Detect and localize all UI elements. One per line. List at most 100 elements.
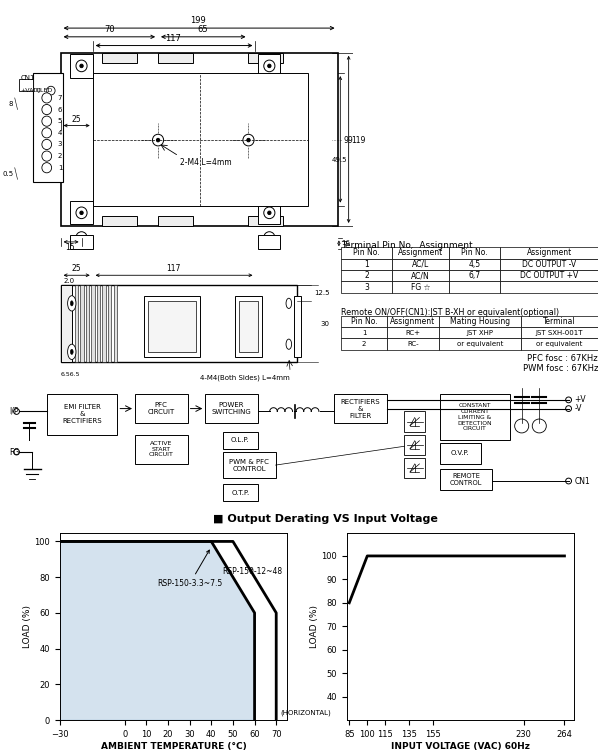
Bar <box>392 281 449 292</box>
Circle shape <box>286 339 292 350</box>
Text: Remote ON/OFF(CN1):JST B-XH or equivalent(optional): Remote ON/OFF(CN1):JST B-XH or equivalen… <box>341 308 559 317</box>
Text: RSP-150-3.3~7.5: RSP-150-3.3~7.5 <box>157 550 222 588</box>
Text: +V: +V <box>575 395 586 404</box>
Text: Pin No.: Pin No. <box>350 316 377 326</box>
Bar <box>135 394 188 423</box>
Bar <box>158 53 193 63</box>
Circle shape <box>566 478 572 484</box>
Bar <box>148 301 196 352</box>
Circle shape <box>264 207 275 219</box>
Circle shape <box>68 344 76 359</box>
Text: (HORIZONTAL): (HORIZONTAL) <box>280 710 331 716</box>
Circle shape <box>42 140 51 149</box>
Bar <box>404 458 425 478</box>
Bar <box>33 74 63 182</box>
Bar <box>71 201 93 224</box>
Bar <box>341 270 392 281</box>
Text: AC/N: AC/N <box>411 272 430 280</box>
Text: O.L.P.: O.L.P. <box>231 437 250 443</box>
Text: 6.56.5: 6.56.5 <box>60 372 80 377</box>
Circle shape <box>76 60 87 72</box>
Text: FG: FG <box>9 448 19 457</box>
Y-axis label: LOAD (%): LOAD (%) <box>23 604 32 648</box>
Bar <box>404 435 425 455</box>
Circle shape <box>243 134 254 146</box>
Text: 117: 117 <box>166 34 181 43</box>
Text: RC-: RC- <box>407 341 419 347</box>
Bar <box>440 470 492 490</box>
Bar <box>501 248 598 259</box>
Text: Terminal Pin No.  Assignment: Terminal Pin No. Assignment <box>341 242 472 250</box>
Text: CN1: CN1 <box>575 476 590 485</box>
Text: RECTIFIERS
&
FILTER: RECTIFIERS & FILTER <box>341 398 380 418</box>
Text: 4: 4 <box>58 130 62 136</box>
Polygon shape <box>60 542 255 720</box>
Text: or equivalent: or equivalent <box>456 341 503 347</box>
Bar <box>75 286 78 362</box>
Text: ■ Output Derating VS Input Voltage: ■ Output Derating VS Input Voltage <box>213 514 438 524</box>
Bar <box>258 235 280 249</box>
Bar <box>341 316 387 327</box>
Text: Pin No.: Pin No. <box>461 248 488 257</box>
Bar <box>341 338 387 350</box>
Bar <box>97 286 100 362</box>
Bar <box>114 286 117 362</box>
Text: 70: 70 <box>104 25 115 34</box>
Text: DC OUTPUT +V: DC OUTPUT +V <box>520 272 578 280</box>
Text: FG ☆: FG ☆ <box>411 283 431 292</box>
Bar <box>449 259 501 270</box>
Bar <box>449 270 501 281</box>
Text: AC/L: AC/L <box>412 260 429 268</box>
X-axis label: INPUT VOLTAGE (VAC) 60Hz: INPUT VOLTAGE (VAC) 60Hz <box>391 742 530 750</box>
Text: 8: 8 <box>9 100 13 106</box>
Bar <box>392 248 449 259</box>
Text: O.T.P.: O.T.P. <box>231 490 249 496</box>
Text: 30: 30 <box>321 321 330 327</box>
Bar <box>341 327 387 338</box>
Bar <box>449 281 501 292</box>
Text: Assignment: Assignment <box>390 316 435 326</box>
Text: 5: 5 <box>58 118 62 124</box>
Text: RSP-150-12~48: RSP-150-12~48 <box>222 566 282 575</box>
Text: PFC
CIRCUIT: PFC CIRCUIT <box>148 402 175 415</box>
Text: JST XHP: JST XHP <box>466 330 493 336</box>
Text: 2-M4 L=4mm: 2-M4 L=4mm <box>181 158 232 166</box>
Text: 6,7: 6,7 <box>468 272 481 280</box>
Circle shape <box>566 406 572 412</box>
Bar <box>71 54 93 77</box>
Circle shape <box>76 207 87 219</box>
Text: O.V.P.: O.V.P. <box>451 451 469 457</box>
Bar <box>438 316 521 327</box>
Bar <box>387 327 438 338</box>
Bar <box>239 301 258 352</box>
Text: -V: -V <box>575 404 582 413</box>
Text: 25: 25 <box>71 264 81 273</box>
Bar <box>501 270 598 281</box>
Bar <box>404 412 425 432</box>
Bar <box>80 286 84 362</box>
Circle shape <box>286 298 292 308</box>
Circle shape <box>156 138 160 142</box>
Bar <box>60 286 72 362</box>
Bar <box>387 316 438 327</box>
Text: 2: 2 <box>364 272 369 280</box>
Bar <box>223 452 276 478</box>
Text: 119: 119 <box>352 136 366 145</box>
Circle shape <box>14 449 20 455</box>
Text: 2.0: 2.0 <box>63 278 75 284</box>
Text: OLED: OLED <box>36 88 53 93</box>
Bar <box>205 394 258 423</box>
Text: Mating Housing: Mating Housing <box>450 316 509 326</box>
Circle shape <box>532 419 547 433</box>
Text: 2: 2 <box>362 341 366 347</box>
Circle shape <box>80 211 83 214</box>
Text: 117: 117 <box>166 264 181 273</box>
Bar <box>341 281 392 292</box>
Text: 4-M4(Both Sides) L=4mm: 4-M4(Both Sides) L=4mm <box>200 375 290 381</box>
Text: 3: 3 <box>364 283 369 292</box>
Text: EMI FILTER
&
RECTIFIERS: EMI FILTER & RECTIFIERS <box>62 404 102 424</box>
Bar <box>521 327 598 338</box>
Text: POWER
SWITCHING: POWER SWITCHING <box>212 402 252 415</box>
Text: +VADJ: +VADJ <box>20 88 41 93</box>
Text: Pin No.: Pin No. <box>353 248 380 257</box>
